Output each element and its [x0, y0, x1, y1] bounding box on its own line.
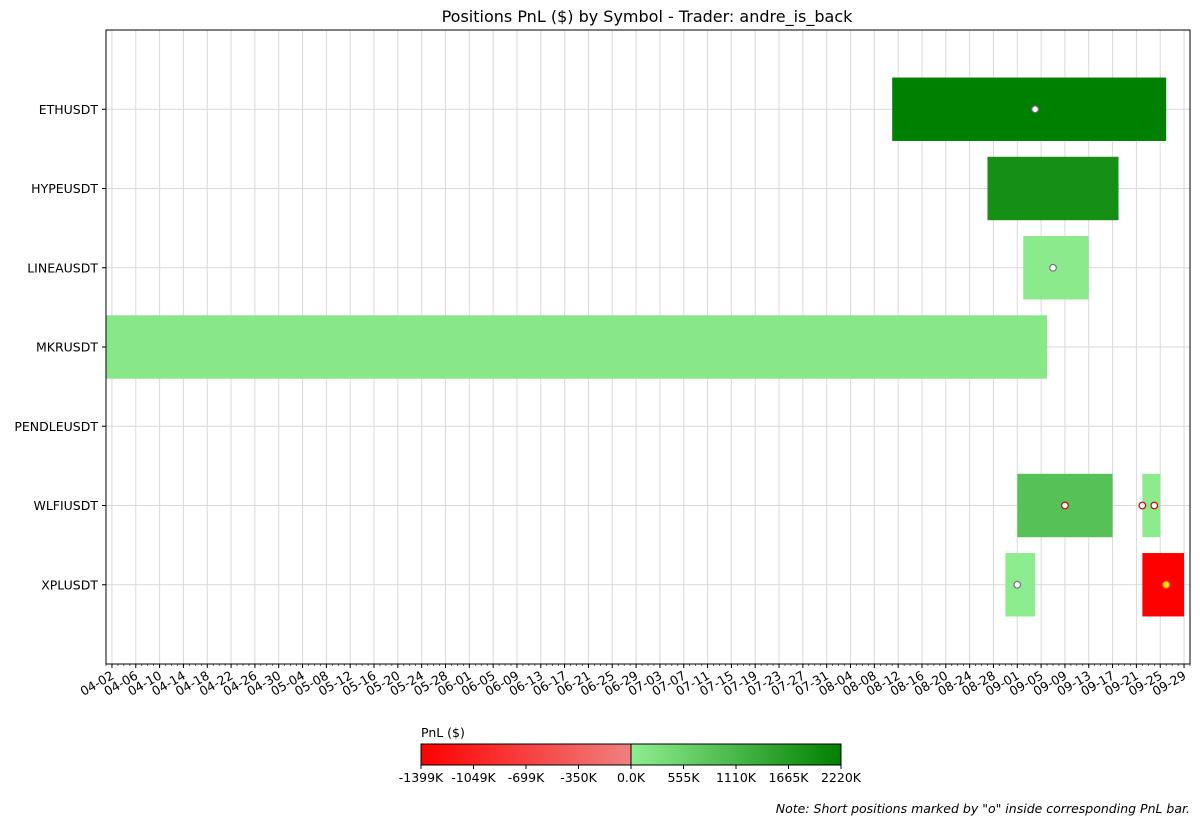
colorbar-negative [421, 744, 631, 765]
short-position-marker [1013, 580, 1022, 589]
colorbar-tick-label: -1399K [399, 770, 444, 785]
y-axis: ETHUSDT HYPEUSDT LINEAUSDT MKRUSDT PENDLEUSD… [14, 102, 106, 592]
colorbar-tick-label: 0.0K [617, 770, 646, 785]
y-tick-label: MKRUSDT [36, 340, 98, 355]
colorbar-ticks: -1399K -1049K -699K -350K 0.0K 555K 1110K 1665K… [399, 765, 862, 785]
short-position-marker [1150, 501, 1159, 510]
colorbar-tick-label: -699K [508, 770, 545, 785]
y-tick-label: LINEAUSDT [27, 260, 98, 275]
pnl-bars [106, 77, 1185, 617]
colorbar-positive [631, 744, 841, 765]
short-position-marker [1031, 105, 1040, 114]
footnote: Note: Short positions marked by "o" insi… [775, 801, 1190, 816]
pnl-bar [106, 315, 1048, 379]
pnl-bar [987, 156, 1119, 221]
colorbar-tick-label: 1110K [716, 770, 757, 785]
y-tick-label: ETHUSDT [39, 102, 99, 117]
y-tick-label: WLFIUSDT [33, 498, 98, 513]
colorbar-tick-label: 2220K [821, 770, 862, 785]
colorbar-label: PnL ($) [421, 725, 465, 740]
colorbar-tick-label: -350K [560, 770, 597, 785]
pnl-bar [892, 77, 1167, 141]
colorbar-tick-label: 555K [667, 770, 700, 785]
y-tick-label: XPLUSDT [41, 577, 98, 592]
y-tick-label: HYPEUSDT [31, 181, 98, 196]
colorbar-tick-label: 1665K [768, 770, 809, 785]
chart-title: Positions PnL ($) by Symbol - Trader: an… [442, 7, 854, 27]
short-position-marker [1049, 263, 1057, 272]
short-markers [1013, 105, 1171, 589]
short-position-marker [1162, 580, 1171, 589]
short-position-marker [1138, 501, 1147, 510]
short-position-marker [1061, 501, 1069, 510]
x-axis: 04-0204-0604-1004-1404-1804-2204-2604-30… [77, 664, 1191, 699]
y-tick-label: PENDLEUSDT [14, 419, 98, 434]
colorbar-tick-label: -1049K [451, 770, 496, 785]
colorbar: PnL ($) -1399K -1049K -699K -350K 0.0K 555K 11… [399, 725, 862, 785]
